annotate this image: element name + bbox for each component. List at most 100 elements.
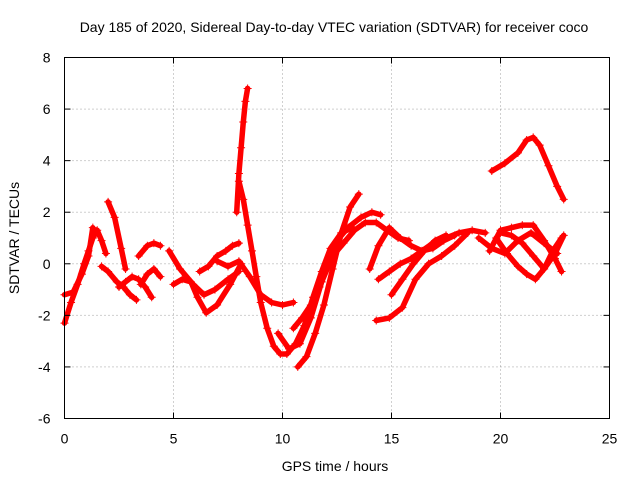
series-track-9 (169, 259, 246, 317)
data-point (424, 259, 433, 268)
y-tick-label: -4 (38, 359, 51, 375)
data-point (243, 84, 252, 93)
data-point (372, 316, 381, 325)
data-point (228, 241, 237, 250)
data-point (263, 324, 272, 333)
data-point (101, 249, 110, 258)
data-point (374, 275, 383, 284)
data-point (221, 246, 230, 255)
grid-lines (64, 57, 610, 419)
series-line (295, 191, 362, 370)
data-point (67, 298, 76, 307)
data-point (551, 249, 559, 258)
series-line (135, 240, 164, 259)
x-axis-label: GPS time / hours (282, 458, 389, 474)
data-point (232, 208, 241, 217)
data-point (136, 280, 145, 289)
data-point (518, 221, 527, 230)
data-point (234, 239, 243, 248)
data-point (485, 246, 494, 255)
data-point (289, 324, 298, 333)
data-point (559, 231, 568, 240)
data-point (226, 280, 235, 289)
data-point (156, 241, 165, 250)
series-line (116, 273, 155, 301)
data-point (507, 231, 516, 240)
data-point (529, 252, 538, 261)
y-tick-label: 8 (43, 50, 51, 66)
data-point (256, 298, 265, 307)
series-track-7 (134, 239, 165, 261)
series-track-20 (387, 231, 450, 299)
data-point (267, 298, 276, 307)
data-point (450, 241, 459, 250)
data-point (513, 262, 522, 271)
data-point (141, 282, 150, 291)
data-point (468, 226, 477, 235)
data-point (398, 303, 407, 312)
data-point (350, 226, 359, 235)
x-tick-label: 0 (61, 431, 69, 447)
data-point (125, 290, 134, 299)
y-tick-label: 0 (43, 256, 51, 272)
data-point (328, 264, 337, 273)
data-point (385, 223, 394, 232)
data-series (60, 84, 568, 371)
data-point (396, 234, 405, 242)
data-point (97, 262, 106, 271)
data-point (213, 257, 222, 266)
y-tick-label: 6 (43, 101, 51, 117)
data-point (411, 275, 420, 284)
data-point (143, 270, 152, 279)
data-point (117, 244, 126, 253)
data-point (115, 282, 123, 291)
data-point (503, 249, 512, 258)
data-point (407, 241, 416, 250)
data-point (165, 246, 174, 255)
data-point (522, 270, 531, 279)
series-track-3 (104, 197, 130, 273)
series-track-10 (195, 239, 243, 276)
data-point (387, 290, 396, 299)
data-point (431, 236, 440, 245)
series-line (489, 134, 567, 203)
series-track-14 (274, 218, 413, 353)
series-track-19 (372, 228, 472, 325)
data-point (234, 257, 243, 266)
data-point (224, 262, 232, 271)
data-point (337, 228, 346, 237)
data-point (487, 166, 496, 175)
data-point (553, 182, 562, 191)
data-point (507, 223, 516, 232)
data-point (112, 277, 121, 286)
series-line (373, 230, 471, 324)
data-point (237, 143, 246, 152)
data-point (147, 293, 156, 302)
data-point (169, 280, 178, 289)
data-point (315, 282, 324, 291)
series-track-1 (60, 226, 110, 328)
data-point (398, 275, 407, 284)
series-line (138, 266, 164, 288)
data-point (295, 339, 304, 348)
data-point (97, 236, 106, 245)
x-tick-labels: 0 5 10 15 20 25 (61, 431, 618, 447)
data-point (289, 298, 298, 307)
data-point (285, 344, 294, 353)
data-point (149, 239, 158, 248)
data-point (420, 246, 429, 255)
series-line (61, 227, 109, 326)
data-point (193, 293, 202, 302)
data-point (149, 264, 158, 273)
data-point (356, 213, 365, 222)
y-tick-label: 4 (43, 153, 51, 169)
data-point (243, 221, 252, 230)
x-tick-label: 20 (493, 431, 509, 447)
series-track-15 (289, 208, 385, 333)
data-point (252, 272, 261, 281)
data-point (442, 231, 450, 240)
data-point (518, 239, 527, 248)
data-point (437, 252, 446, 261)
data-point (311, 329, 320, 338)
chart-title: Day 185 of 2020, Sidereal Day-to-day VTE… (80, 19, 589, 35)
